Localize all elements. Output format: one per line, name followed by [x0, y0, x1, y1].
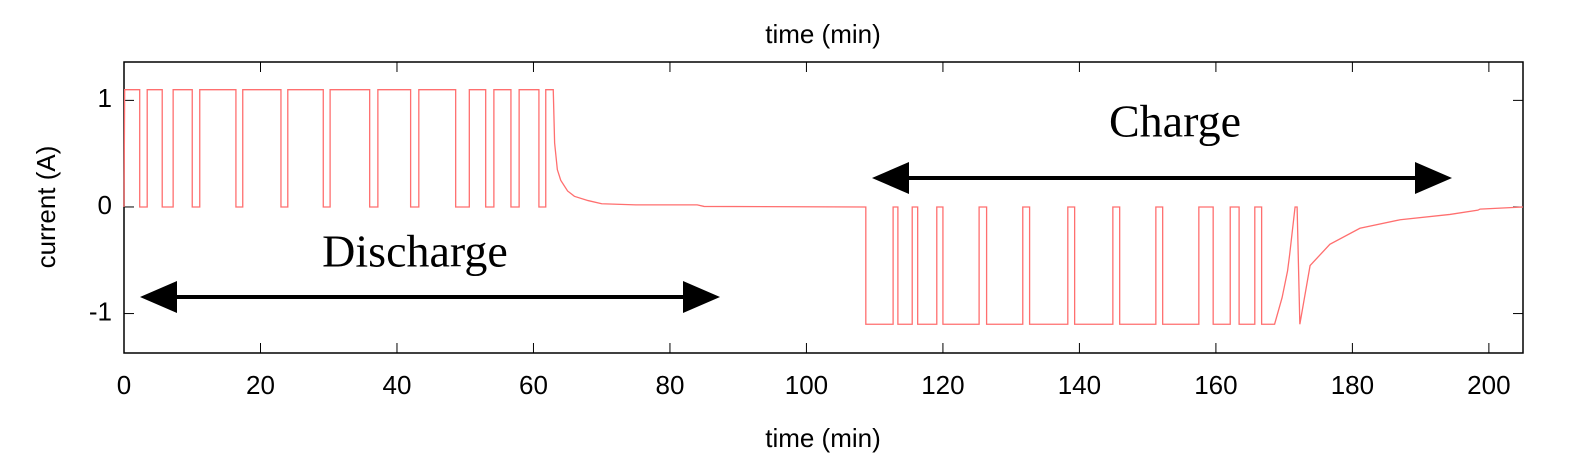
x-tick-label: 160	[1194, 370, 1237, 400]
y-axis-label: current (A)	[31, 146, 61, 269]
x-tick-label: 60	[519, 370, 548, 400]
data-line	[123, 89, 1524, 325]
x-tick-label: 140	[1058, 370, 1101, 400]
x-tick-label: 100	[785, 370, 828, 400]
annotation: Charge	[1109, 96, 1241, 147]
x-tick-label: 40	[383, 370, 412, 400]
plot-frame	[123, 61, 1524, 354]
x-tick-label: 200	[1467, 370, 1510, 400]
annotation: Discharge	[322, 226, 508, 277]
x-axis-label: time (min)	[765, 423, 881, 453]
y-tick-label: -1	[89, 296, 112, 326]
y-tick-label: 1	[98, 83, 112, 113]
arrow	[872, 162, 1452, 194]
x-tick-label: 80	[655, 370, 684, 400]
x-tick-label: 120	[921, 370, 964, 400]
x-tick-label: 20	[246, 370, 275, 400]
x-tick-label: 180	[1331, 370, 1374, 400]
x-tick-label: 0	[117, 370, 131, 400]
y-tick-label: 0	[98, 190, 112, 220]
arrow	[140, 281, 720, 313]
chart-title: time (min)	[765, 19, 881, 49]
